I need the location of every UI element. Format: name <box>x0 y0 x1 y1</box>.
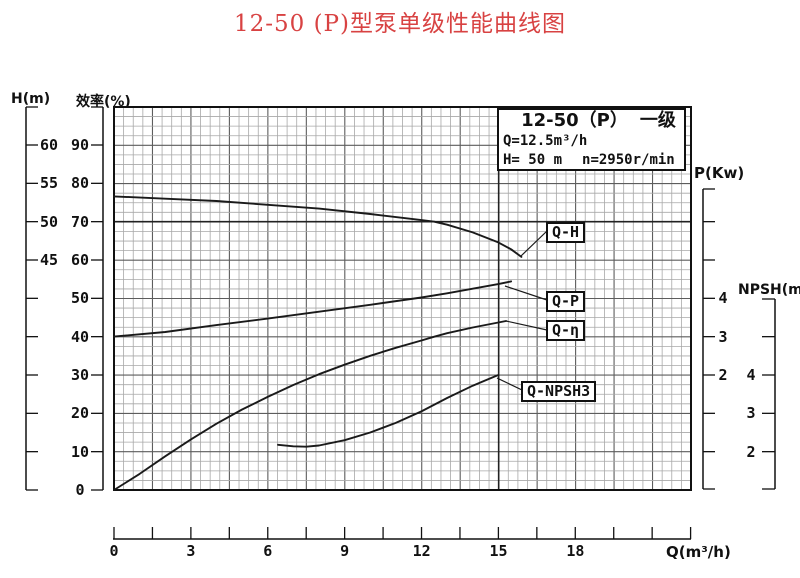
h-axis-tick-label: 50 <box>39 212 59 231</box>
curve-Q-NPSH3 <box>277 374 500 448</box>
pump-rated-line: H= 50 m n=2950r/min <box>499 151 684 170</box>
flow-axis-tick-label: 3 <box>186 542 196 560</box>
efficiency-axis-tick-label: 90 <box>70 136 90 154</box>
curve-label-qnpsh: Q-NPSH3 <box>521 381 597 402</box>
curve-label-qh: Q-H <box>546 222 586 243</box>
curve-Q-H <box>113 195 523 258</box>
curve-Q-η <box>113 320 507 491</box>
pump-model-line: 12-50（P） 一级 <box>499 110 684 132</box>
power-axis-label: P(Kw) <box>694 164 745 182</box>
page-title: 12-50 (P)型泵单级性能曲线图 <box>233 11 567 37</box>
npsh-axis-label: NPSH(m) <box>738 282 800 298</box>
npsh-axis-tick-label: 3 <box>746 404 756 423</box>
efficiency-axis-tick-label: 70 <box>70 212 90 231</box>
flow-axis-tick-label: 15 <box>489 542 508 560</box>
curve-label-qeta: Q-η <box>546 320 586 341</box>
grid <box>113 106 692 491</box>
efficiency-axis-tick-label: 80 <box>70 174 90 193</box>
h-axis-tick-label: 60 <box>39 136 59 154</box>
efficiency-axis-tick-label: 40 <box>70 327 90 346</box>
pump-rated-flow: Q=12.5m³/h <box>503 133 588 149</box>
pump-stage: 一级 <box>639 110 676 131</box>
efficiency-axis-tick-label: 20 <box>70 404 90 423</box>
flow-axis-tick-label: 9 <box>340 542 350 560</box>
pump-rated-speed: n=2950r/min <box>582 152 675 168</box>
efficiency-axis-tick-label: 60 <box>70 250 90 269</box>
flow-axis-tick-label: 12 <box>412 542 431 560</box>
pump-model: 12-50（P） <box>521 110 628 131</box>
axes <box>25 106 776 540</box>
npsh-axis-tick-label: 2 <box>746 442 756 461</box>
efficiency-axis-tick-label: 10 <box>70 442 90 461</box>
curves <box>113 195 523 491</box>
efficiency-axis-label: 效率(%) <box>76 94 131 110</box>
npsh-axis-tick-label: 4 <box>746 365 756 384</box>
curve-label-qp: Q-P <box>546 291 586 312</box>
curve-Q-P <box>113 280 513 338</box>
h-axis-tick-label: 45 <box>39 250 59 269</box>
pump-rated-head: H= 50 m <box>503 152 563 168</box>
flow-axis-tick-label: 6 <box>263 542 273 560</box>
flow-axis-tick-label: 18 <box>566 542 585 560</box>
efficiency-axis-tick-label: 50 <box>70 289 90 308</box>
power-axis-tick-label: 2 <box>718 365 728 384</box>
flow-axis-tick-label: 0 <box>109 542 119 560</box>
flow-axis-label: Q(m³/h) <box>666 543 731 561</box>
power-axis-tick-label: 3 <box>718 327 728 346</box>
leader-lines <box>496 230 548 391</box>
h-axis-label: H(m) <box>11 91 51 107</box>
power-axis-tick-label: 4 <box>718 289 728 308</box>
efficiency-axis-tick-label: 30 <box>70 365 90 384</box>
h-axis-tick-label: 55 <box>39 174 59 193</box>
pump-spec-box: 12-50（P） 一级 Q=12.5m³/h H= 50 m n=2950r/m… <box>497 108 686 171</box>
efficiency-axis-tick-label: 0 <box>75 480 85 499</box>
